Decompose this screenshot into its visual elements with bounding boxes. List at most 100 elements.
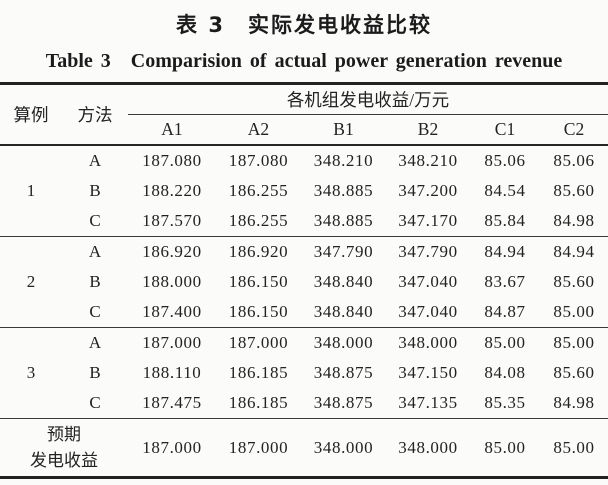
revenue-table: 算例 方法 各机组发电收益/万元 A1 A2 B1 B2 C1 C2 1 A 187… (0, 82, 608, 479)
value-cell: 347.150 (398, 363, 458, 382)
case-cell: 2 (26, 272, 36, 291)
header-revenue-group: 各机组发电收益/万元 (128, 83, 608, 115)
method-cell: C (89, 302, 101, 321)
value-cell: 347.135 (398, 393, 458, 412)
value-cell: 186.255 (228, 211, 289, 230)
value-cell: 85.84 (484, 211, 526, 230)
value-cell: 186.920 (142, 242, 202, 261)
value-cell: 84.94 (484, 242, 526, 261)
value-cell: 186.150 (228, 302, 289, 321)
value-cell: 347.040 (398, 302, 458, 321)
value-cell: 187.000 (142, 437, 202, 457)
table-row: B 188.220 186.255 348.885 347.200 84.54 85.60 (0, 176, 608, 206)
value-cell: 187.000 (228, 437, 289, 457)
table-row: 1 A 187.080 187.080 348.210 348.210 85.06 85.06 (0, 145, 608, 200)
table-row: 2 A 186.920 186.920 347.790 347.790 84.94 84.94 (0, 237, 608, 291)
value-cell: 84.87 (484, 302, 526, 321)
table-row: B 188.000 186.150 348.840 347.040 83.67 85.60 (0, 267, 608, 297)
value-cell: 348.000 (398, 333, 458, 352)
value-cell: 347.790 (313, 242, 374, 261)
table-row: 3 A 187.000 187.000 348.000 348.000 85.00 85.00 (0, 328, 608, 382)
value-cell: 348.885 (313, 211, 374, 230)
expected-revenue-label-line2: 发电收益 (30, 450, 98, 470)
method-cell: C (89, 393, 101, 412)
header-unit-c2: C2 (563, 119, 585, 139)
value-cell: 347.170 (398, 211, 458, 230)
value-cell: 187.080 (142, 151, 202, 170)
value-cell: 348.840 (313, 302, 374, 321)
header-unit-a1: A1 (161, 119, 183, 139)
value-cell: 186.255 (228, 181, 289, 200)
value-cell: 186.185 (228, 393, 289, 412)
expected-revenue-row: 预期发电收益 187.000 187.000 348.000 348.000 85.00 8… (0, 419, 608, 478)
value-cell: 348.875 (313, 393, 374, 412)
method-cell: A (88, 242, 102, 261)
value-cell: 84.08 (484, 363, 526, 382)
value-cell: 84.98 (553, 211, 595, 230)
value-cell: 186.150 (228, 272, 289, 291)
value-cell: 188.000 (142, 272, 202, 291)
value-cell: 84.54 (484, 181, 526, 200)
value-cell: 85.00 (553, 333, 595, 352)
value-cell: 187.475 (142, 393, 202, 412)
value-cell: 187.080 (228, 151, 289, 170)
table-row: B 188.110 186.185 348.875 347.150 84.08 85.60 (0, 358, 608, 388)
value-cell: 84.98 (553, 393, 595, 412)
value-cell: 347.790 (398, 242, 458, 261)
value-cell: 188.220 (142, 181, 202, 200)
table-title-zh: 表 3 实际发电收益比较 (176, 13, 432, 37)
expected-revenue-label-line1: 预期 (47, 425, 81, 444)
case-group-2: 2 A 186.920 186.920 347.790 347.790 84.94 84.94… (0, 236, 608, 328)
method-cell: B (89, 363, 101, 382)
expected-revenue-group: 预期发电收益 187.000 187.000 348.000 348.000 85.00 8… (0, 418, 608, 478)
value-cell: 348.000 (313, 333, 374, 352)
expected-revenue-label: 预期 发电收益 (0, 419, 128, 478)
header-unit-c1: C1 (494, 119, 516, 139)
value-cell: 85.00 (553, 302, 595, 321)
value-cell: 187.000 (228, 333, 289, 352)
table-row: C 187.570 186.255 348.885 347.170 85.84 84.98 (0, 206, 608, 237)
value-cell: 186.920 (228, 242, 289, 261)
header-row-units: A1 A2 B1 B2 C1 C2 (0, 115, 608, 146)
value-cell: 348.885 (313, 181, 374, 200)
value-cell: 85.00 (484, 437, 526, 457)
case-cell: 3 (26, 363, 36, 382)
value-cell: 187.400 (142, 302, 202, 321)
method-cell: B (89, 272, 101, 291)
method-cell: C (89, 211, 101, 230)
value-cell: 187.000 (142, 333, 202, 352)
value-cell: 348.840 (313, 272, 374, 291)
value-cell: 85.06 (553, 151, 595, 170)
header-case: 算例 (13, 105, 49, 125)
value-cell: 85.00 (553, 437, 595, 457)
header-unit-a2: A2 (247, 119, 270, 139)
table-header: 算例 方法 各机组发电收益/万元 A1 A2 B1 B2 C1 C2 (0, 83, 608, 146)
header-unit-b2: B2 (417, 119, 439, 139)
value-cell: 186.185 (228, 363, 289, 382)
value-cell: 85.60 (553, 363, 595, 382)
method-cell: A (88, 151, 102, 170)
value-cell: 85.35 (484, 393, 526, 412)
table-title-en: Table 3 Comparision of actual power gene… (45, 50, 563, 72)
header-unit-b1: B1 (333, 119, 354, 139)
value-cell: 83.67 (484, 272, 526, 291)
value-cell: 187.570 (142, 211, 202, 230)
value-cell: 348.875 (313, 363, 374, 382)
value-cell: 348.000 (398, 437, 458, 457)
value-cell: 347.200 (398, 181, 458, 200)
value-cell: 348.210 (313, 151, 374, 170)
value-cell: 85.60 (553, 272, 595, 291)
header-row-top: 算例 方法 各机组发电收益/万元 (0, 83, 608, 125)
method-cell: B (89, 181, 101, 200)
case-group-3: 3 A 187.000 187.000 348.000 348.000 85.00 85.00… (0, 327, 608, 419)
value-cell: 348.210 (398, 151, 458, 170)
value-cell: 84.94 (553, 242, 595, 261)
value-cell: 85.60 (553, 181, 595, 200)
case-cell: 1 (26, 181, 36, 200)
value-cell: 347.040 (398, 272, 458, 291)
table-row: C 187.475 186.185 348.875 347.135 85.35 84.98 (0, 388, 608, 419)
value-cell: 85.06 (484, 151, 526, 170)
value-cell: 348.000 (313, 437, 374, 457)
case-group-1: 1 A 187.080 187.080 348.210 348.210 85.06 85.06… (0, 145, 608, 237)
